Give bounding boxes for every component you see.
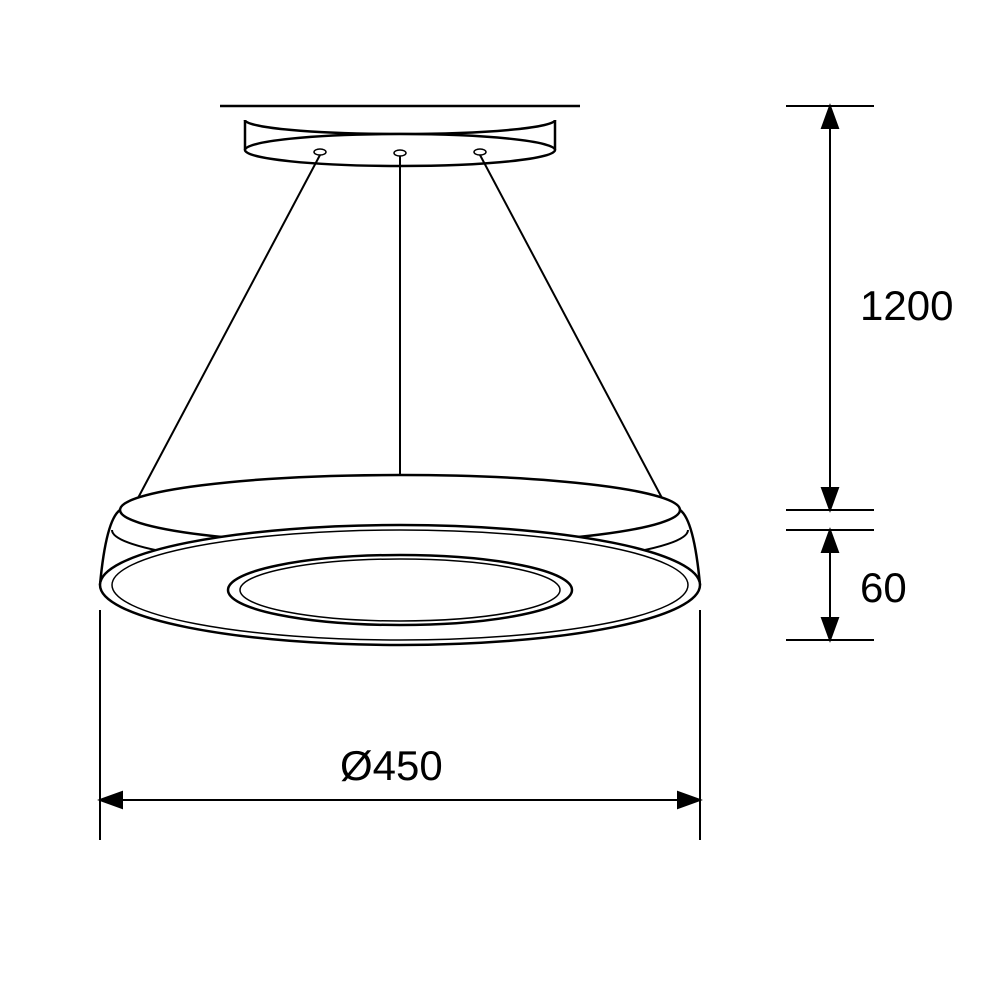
wire-right [480, 155, 662, 498]
canopy-hole-right [474, 149, 486, 155]
ring-body [100, 475, 700, 645]
dim-label-height-total: 1200 [860, 282, 953, 329]
dim-label-diameter: Ø450 [340, 742, 443, 789]
canopy-hole-center [394, 150, 406, 156]
technical-drawing: 1200 60 Ø450 [0, 0, 1000, 1000]
dimension-height-total: 1200 [786, 106, 953, 510]
suspension-wires [138, 155, 662, 498]
dim-label-height-body: 60 [860, 564, 907, 611]
canopy-hole-left [314, 149, 326, 155]
dimension-height-body: 60 [786, 530, 907, 640]
wire-left [138, 155, 320, 498]
